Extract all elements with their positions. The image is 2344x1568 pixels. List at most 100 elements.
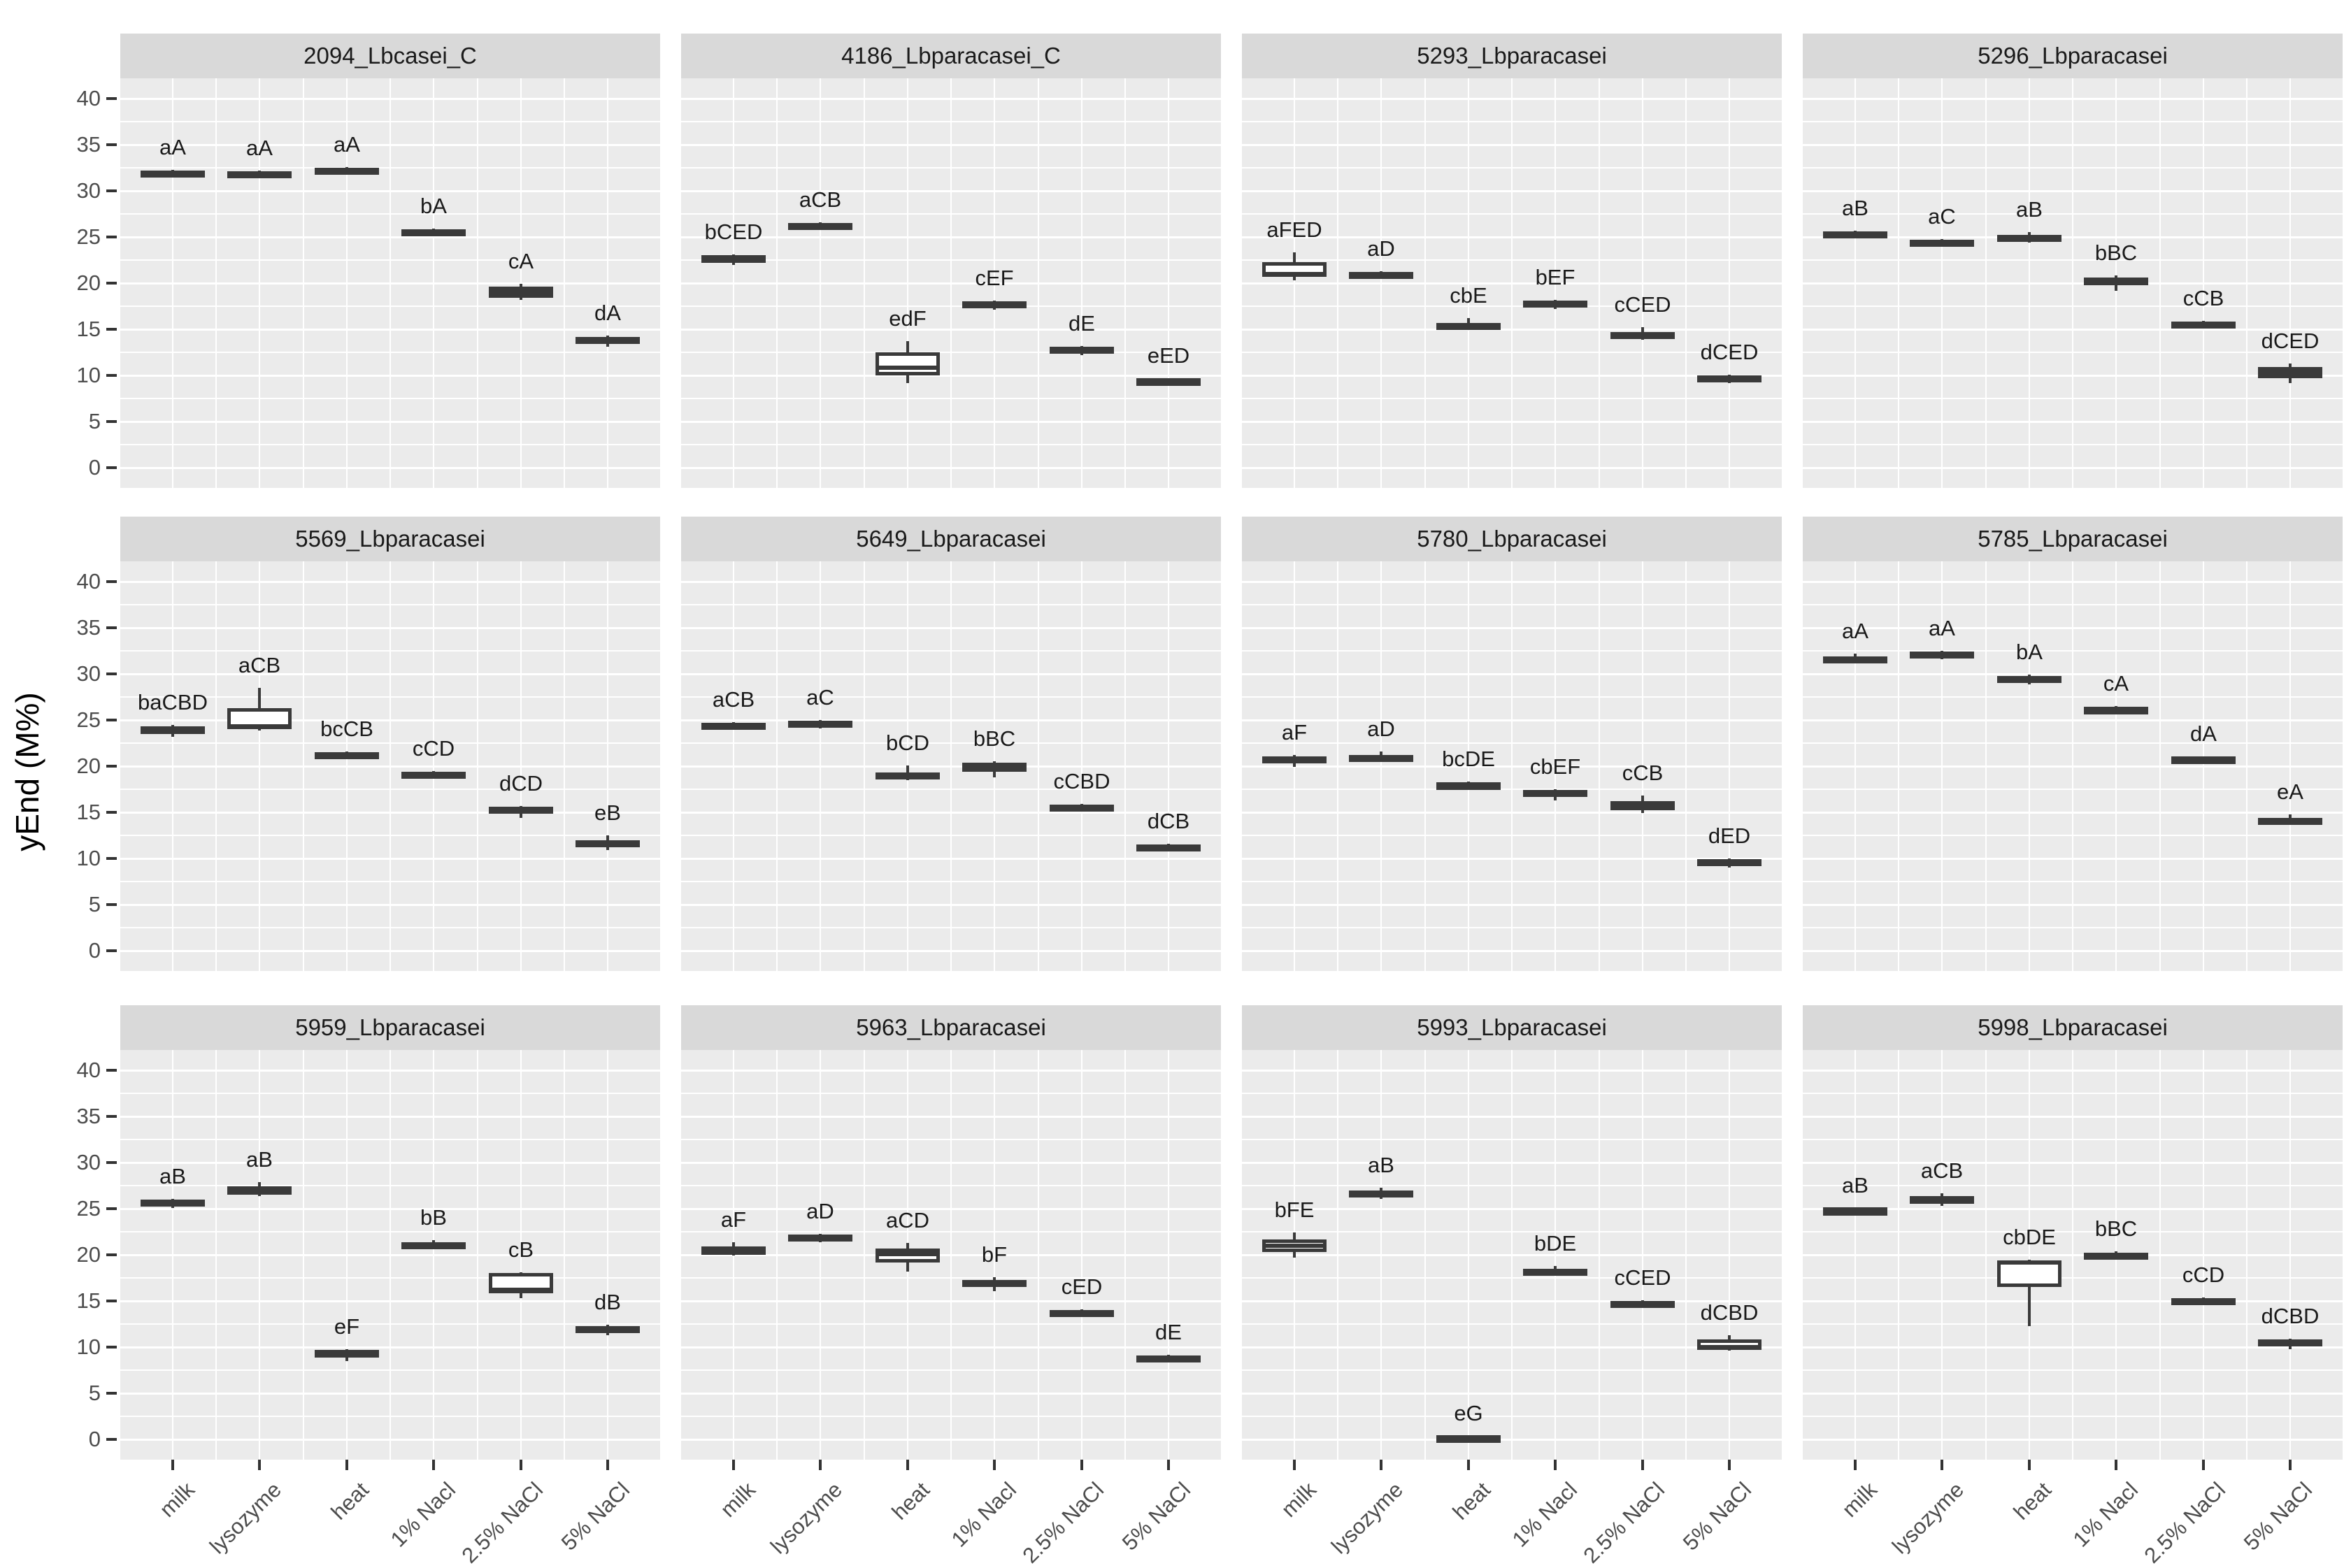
significance-label: aB <box>246 1146 273 1172</box>
significance-label: bcDE <box>1442 747 1495 772</box>
boxplot-upper-whisker <box>432 1239 435 1242</box>
boxplot-median <box>1697 860 1761 865</box>
y-tick-label: 30 <box>76 661 101 686</box>
significance-label: bBC <box>973 726 1016 751</box>
gridline-major-v <box>2289 561 2291 972</box>
boxplot-upper-whisker <box>2289 363 2292 368</box>
boxplot-lower-whisker <box>732 1255 735 1256</box>
boxplot-median <box>2171 756 2236 761</box>
y-tick-mark <box>106 466 117 470</box>
facet-title: 5649_Lbparacasei <box>856 526 1046 552</box>
boxplot-upper-whisker <box>432 770 435 772</box>
boxplot-upper-whisker <box>171 1198 174 1200</box>
significance-label: bcCB <box>320 716 373 741</box>
facet-plot-area: baCBD aCB bcCB cCD dCD eB <box>120 561 660 972</box>
boxplot-median <box>962 1281 1027 1286</box>
gridline-major-v <box>1380 561 1382 972</box>
y-tick-mark <box>106 672 117 676</box>
boxplot-median <box>1523 791 1587 796</box>
boxplot-upper-whisker <box>171 169 174 171</box>
boxplot-median <box>876 366 940 371</box>
gridline-major-v <box>2203 561 2204 972</box>
gridline-minor-v <box>1898 1050 1899 1460</box>
y-tick-mark <box>106 1438 117 1441</box>
gridline-minor-v <box>302 561 304 972</box>
boxplot-lower-whisker <box>520 298 522 300</box>
significance-label: cCB <box>2182 286 2224 311</box>
boxplot-upper-whisker <box>520 284 522 287</box>
gridline-minor-v <box>863 78 865 489</box>
gridline-major-v <box>1294 78 1295 489</box>
facet-strip: 5993_Lbparacasei <box>1242 1005 1782 1050</box>
significance-label: dED <box>1708 823 1751 849</box>
gridline-major-v <box>733 78 734 489</box>
significance-label: aB <box>1368 1152 1394 1177</box>
boxplot-median <box>876 773 940 778</box>
gridline-minor-v <box>863 1050 865 1460</box>
gridline-minor-v <box>564 1050 565 1460</box>
y-tick-label: 10 <box>76 363 101 388</box>
gridline-major-v <box>1468 561 1469 972</box>
x-tick-mark <box>2289 1460 2292 1471</box>
gridline-major-v <box>520 561 522 972</box>
significance-label: aA <box>1842 619 1868 643</box>
gridline-minor-v <box>1511 1050 1513 1460</box>
gridline-major-v <box>433 1050 434 1460</box>
boxplot-median <box>1262 1243 1327 1248</box>
y-tick-mark <box>106 1207 117 1211</box>
significance-label: bFE <box>1274 1197 1315 1223</box>
y-tick-label: 10 <box>76 846 101 871</box>
boxplot-lower-whisker <box>520 1293 522 1299</box>
boxplot-upper-whisker <box>1941 238 1943 240</box>
boxplot-upper-whisker <box>1554 1265 1557 1269</box>
boxplot-median <box>1997 236 2061 240</box>
boxplot-upper-whisker <box>993 761 996 763</box>
boxplot-median <box>576 840 640 845</box>
y-tick-mark <box>106 1161 117 1165</box>
gridline-major-v <box>1081 561 1082 972</box>
gridline-major-v <box>1081 78 1082 489</box>
boxplot-lower-whisker <box>2115 285 2117 291</box>
facet-title: 5780_Lbparacasei <box>1417 526 1607 552</box>
significance-label: aB <box>1842 1172 1868 1197</box>
gridline-minor-v <box>1124 1050 1126 1460</box>
significance-label: cCD <box>2182 1262 2225 1287</box>
gridline-minor-v <box>564 78 565 489</box>
significance-label: cbEF <box>1529 754 1581 779</box>
gridline-major-v <box>1729 561 1730 972</box>
gridline-major-v <box>172 1050 173 1460</box>
boxplot-lower-whisker <box>1554 796 1557 800</box>
x-tick-mark <box>1941 1460 1943 1471</box>
x-tick-label: milk <box>1276 1477 1322 1523</box>
gridline-major-v <box>1468 78 1469 489</box>
gridline-minor-v <box>1685 78 1687 489</box>
y-tick-label: 30 <box>76 178 101 203</box>
significance-label: eA <box>2277 779 2303 804</box>
boxplot-lower-whisker <box>906 375 909 383</box>
boxplot-median <box>141 728 205 733</box>
facet-strip: 5998_Lbparacasei <box>1803 1005 2343 1050</box>
gridline-minor-v <box>390 1050 391 1460</box>
boxplot-lower-whisker <box>1293 762 1296 768</box>
gridline-minor-v <box>1337 1050 1338 1460</box>
y-tick-mark <box>106 903 117 907</box>
facet-plot-area: bFE aB eG bDE cCED dCBD <box>1242 1050 1782 1460</box>
gridline-major-v <box>907 78 908 489</box>
boxplot-upper-whisker <box>819 222 822 224</box>
boxplot-median <box>1136 378 1201 383</box>
gridline-minor-v <box>1511 78 1513 489</box>
significance-label: bCED <box>704 220 763 245</box>
significance-label: aB <box>1842 195 1868 220</box>
facet-strip: 5293_Lbparacasei <box>1242 34 1782 78</box>
facet-title: 5993_Lbparacasei <box>1417 1014 1607 1040</box>
gridline-major-v <box>1468 1050 1469 1460</box>
boxplot-upper-whisker <box>1293 1232 1296 1239</box>
y-tick-mark <box>106 282 117 285</box>
boxplot-median <box>315 168 379 173</box>
x-tick-mark <box>345 1460 348 1471</box>
significance-label: cCB <box>1622 761 1664 786</box>
facet-strip: 5296_Lbparacasei <box>1803 34 2343 78</box>
gridline-major-v <box>1555 561 1556 972</box>
gridline-major-v <box>172 78 173 489</box>
gridline-minor-v <box>302 78 304 489</box>
